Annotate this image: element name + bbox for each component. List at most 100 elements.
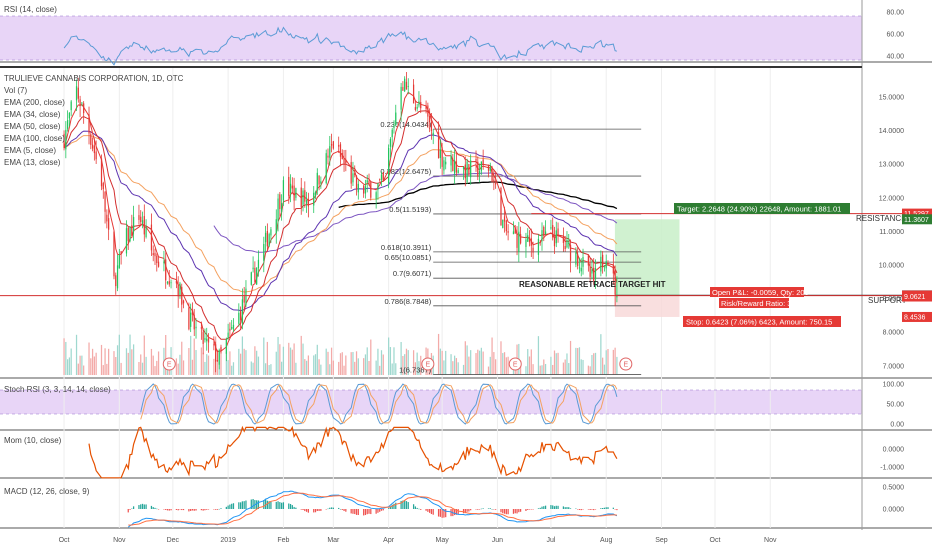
price-tick-label: 8.0000 xyxy=(883,330,905,337)
macd-hist-bar xyxy=(140,504,142,509)
candle-body xyxy=(268,234,270,247)
volume-bar xyxy=(350,352,352,375)
macd-hist-bar xyxy=(145,504,147,509)
volume-bar xyxy=(420,355,422,375)
candle-body xyxy=(125,228,128,254)
resistance-label: RESISTANCE xyxy=(856,214,907,223)
volume-bar xyxy=(525,366,527,375)
volume-bar xyxy=(138,361,140,375)
volume-bar xyxy=(181,341,183,375)
macd-panel: MACD (12, 26, close, 9) 0.5000 0.0000 xyxy=(4,485,904,528)
candle-body xyxy=(607,264,609,266)
macd-hist-bar xyxy=(429,509,431,513)
macd-hist-bar xyxy=(518,509,520,513)
candle-body xyxy=(81,102,83,104)
candle-body xyxy=(482,159,484,166)
volume-bar xyxy=(141,362,144,375)
candle-body xyxy=(363,185,365,194)
volume-bar xyxy=(156,360,158,375)
volume-bar xyxy=(370,339,372,375)
ema-50-line xyxy=(63,135,618,293)
volume-bar xyxy=(216,360,219,375)
volume-bar xyxy=(455,358,458,375)
volume-bar xyxy=(115,357,117,375)
mom-axis: 0.0000 -1.0000 xyxy=(880,447,904,472)
candle-body xyxy=(75,86,78,101)
candle-body xyxy=(225,338,227,354)
price-tag-bg xyxy=(902,291,932,302)
volume-bar xyxy=(281,361,283,375)
candle-body xyxy=(418,101,420,106)
macd-hist-bar xyxy=(443,509,445,518)
candle-body xyxy=(179,283,181,297)
volume-bar xyxy=(145,356,147,375)
macd-hist-bar xyxy=(477,509,479,510)
price-legend: TRULIEVE CANNABIS CORPORATION, 1D, OTC V… xyxy=(4,74,184,167)
macd-hist-bar xyxy=(468,509,470,512)
volume-bar xyxy=(616,356,618,375)
macd-hist-bar xyxy=(243,501,245,509)
macd-hist-bar xyxy=(532,509,534,510)
macd-hist-bar xyxy=(555,505,557,509)
candle-body xyxy=(405,81,408,90)
candle-body xyxy=(532,247,534,253)
candle-body xyxy=(229,328,231,331)
volume-bar xyxy=(77,363,79,375)
candle-body xyxy=(487,164,490,171)
macd-hist-bar xyxy=(566,507,568,509)
macd-tick-label: 0.0000 xyxy=(883,507,905,514)
macd-hist-bar xyxy=(295,507,297,509)
candle-body xyxy=(63,133,65,148)
volume-bar xyxy=(416,352,418,375)
volume-bar xyxy=(313,355,315,375)
macd-hist-bar xyxy=(537,508,540,509)
macd-hist-bar xyxy=(152,507,154,509)
stoch-tick-label: 0.00 xyxy=(890,422,904,429)
macd-hist-bar xyxy=(305,509,308,512)
earnings-marker xyxy=(162,357,176,371)
volume-bar xyxy=(295,362,297,375)
price-tag-label: 9.0621 xyxy=(904,294,926,301)
volume-bar xyxy=(478,350,481,375)
candle-body xyxy=(191,310,194,315)
candle-body xyxy=(437,132,440,159)
volume-bar xyxy=(68,357,71,375)
price-tag-bg xyxy=(902,214,932,225)
macd-hist-bar xyxy=(425,509,427,511)
candle-body xyxy=(355,175,358,189)
candle-body xyxy=(116,265,119,289)
macd-hist-bar xyxy=(177,509,179,511)
candle-body xyxy=(395,112,397,125)
macd-hist-bar xyxy=(279,502,281,509)
volume-bar xyxy=(231,365,233,375)
volume-bar xyxy=(127,352,129,375)
candle-body xyxy=(277,198,279,221)
candle-body xyxy=(241,299,244,324)
earnings-marker xyxy=(619,357,633,371)
open-pl-label: Open P&L: -0.0059, Qty: 200 xyxy=(712,288,809,297)
macd-hist-bar xyxy=(307,509,310,513)
macd-hist-bar xyxy=(453,509,456,516)
volume-bar xyxy=(389,347,392,375)
volume-bar xyxy=(541,365,543,375)
macd-hist-bar xyxy=(339,508,342,510)
volume-bar xyxy=(213,358,215,375)
volume-bar xyxy=(270,364,272,375)
candle-body xyxy=(177,285,179,297)
macd-hist-bar xyxy=(170,509,172,511)
fib-level-label: 1(6.7387) xyxy=(399,366,432,375)
macd-axis: 0.5000 0.0000 xyxy=(883,485,905,514)
macd-hist-bar xyxy=(370,509,372,515)
macd-hist-bar xyxy=(539,507,541,509)
candle-body xyxy=(175,280,178,284)
macd-hist-bar xyxy=(156,508,158,510)
volume-bar xyxy=(256,350,258,375)
volume-bar xyxy=(363,358,365,375)
price-tag-label: 8.4536 xyxy=(904,314,926,321)
candle-body xyxy=(345,159,347,164)
stop-label-bg xyxy=(683,316,841,327)
candle-body xyxy=(580,267,582,272)
macd-hist-bar xyxy=(432,509,434,515)
candle-body xyxy=(412,84,415,104)
candle-body xyxy=(389,138,392,147)
